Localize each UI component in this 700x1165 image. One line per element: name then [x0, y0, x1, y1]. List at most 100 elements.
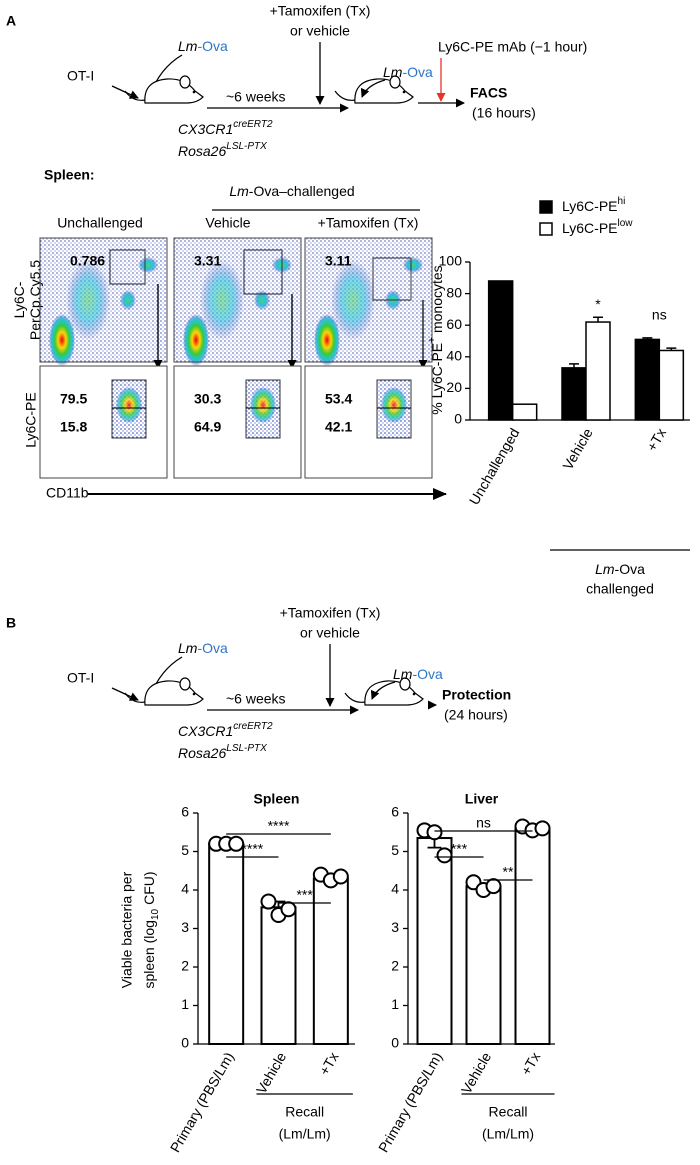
- flow-y-label-part: Ly6C-: [11, 281, 27, 318]
- y-axis-label-part: +: [427, 337, 438, 343]
- gate-value: 15.8: [60, 419, 87, 435]
- significance-label: ns: [652, 307, 667, 323]
- legend-label: Ly6C-PElow: [562, 218, 633, 236]
- population: [66, 260, 110, 340]
- legend-label-part: hi: [618, 196, 626, 207]
- population: [183, 314, 209, 366]
- arrow: [360, 79, 386, 98]
- data-point: [280, 901, 297, 918]
- mouse-ear: [179, 677, 191, 691]
- data-point: [228, 835, 245, 852]
- strain-label: Rosa26LSL-PTX: [178, 141, 267, 159]
- y-axis-label-part: 10: [150, 908, 161, 920]
- y-tick-label: 4: [181, 881, 189, 897]
- gate-value: 64.9: [194, 419, 221, 435]
- x-tick-label: +Tx: [316, 1049, 342, 1078]
- y-tick-label: 6: [391, 804, 399, 820]
- challenge-header-part: -Ova–challenged: [249, 183, 355, 199]
- group-label: challenged: [586, 581, 654, 597]
- treatment-label: +Tamoxifen (Tx): [280, 605, 381, 621]
- population: [200, 260, 244, 340]
- infection-label-part: Lm: [178, 640, 198, 656]
- group-label-part: Lm: [595, 561, 615, 577]
- mouse-ear: [399, 677, 411, 691]
- cell-label: OT-I: [67, 68, 94, 84]
- strain-label-part: CX3CR1: [178, 121, 233, 137]
- gate-value: 30.3: [194, 391, 221, 407]
- y-tick-label: 6: [181, 804, 189, 820]
- y-tick-label: 0: [454, 411, 462, 427]
- challenge-header-part: Lm: [229, 183, 249, 199]
- significance-label: ns: [476, 815, 491, 831]
- challenge-header: Lm-Ova–challenged: [229, 183, 354, 199]
- gate: [243, 249, 283, 295]
- legend-label: Ly6C-PEhi: [562, 196, 625, 214]
- y-axis-label-part: CFU): [141, 871, 157, 904]
- y-axis-label-part: spleen (log: [141, 920, 157, 989]
- gate-value: 0.786: [70, 253, 105, 269]
- strain-label-part: Rosa26: [178, 143, 226, 159]
- treatment-label: +Tamoxifen (Tx): [270, 3, 371, 19]
- readout-time: (24 hours): [444, 707, 508, 723]
- strain-label: CX3CR1creERT2: [178, 721, 273, 739]
- challenge-label-part: Lm: [383, 64, 403, 80]
- mouse-eye: [402, 90, 406, 94]
- strain-label-part: Rosa26: [178, 745, 226, 761]
- mouse-eye: [192, 692, 196, 696]
- readout-label: FACS: [470, 85, 507, 101]
- error-bar: [666, 347, 677, 351]
- significance-label: **: [503, 864, 514, 880]
- bar: [260, 906, 297, 1046]
- population: [138, 257, 158, 273]
- gate-value: 3.11: [325, 253, 352, 269]
- bar: [514, 827, 551, 1046]
- group-label: Lm-Ova: [595, 561, 645, 577]
- error-bar: [593, 316, 603, 323]
- strain-label-part: LSL-PTX: [226, 141, 267, 152]
- bar: [312, 877, 349, 1046]
- population: [116, 387, 142, 423]
- challenge-label: Lm-Ova: [383, 64, 433, 80]
- challenge-label-part: -Ova: [402, 64, 433, 80]
- challenge-label-part: Lm: [393, 666, 413, 682]
- infection-label: Lm-Ova: [178, 640, 228, 656]
- gate-value: 42.1: [325, 419, 352, 435]
- gate-value: 53.4: [325, 391, 352, 407]
- chart-title: Liver: [465, 791, 499, 807]
- strain-label-part: CX3CR1: [178, 723, 233, 739]
- interval-label: ~6 weeks: [226, 691, 286, 707]
- bar: [561, 367, 587, 421]
- y-tick-label: 2: [391, 958, 399, 974]
- readout-label: Protection: [442, 687, 511, 703]
- bar: [634, 338, 661, 421]
- significance-label: ***: [451, 841, 468, 857]
- y-tick-label: 1: [181, 996, 189, 1012]
- y-axis-label: Viable bacteria per: [119, 871, 135, 988]
- readout-time: (16 hours): [472, 105, 536, 121]
- condition-label: Vehicle: [205, 215, 250, 231]
- flow-y-label: PerCp.Cy5.5: [27, 260, 43, 340]
- legend-swatch: [539, 200, 553, 214]
- flow-y-label: Ly6C-: [11, 281, 27, 318]
- population: [314, 314, 340, 366]
- data-point: [436, 847, 453, 864]
- gate: [372, 257, 412, 301]
- mouse-tail: [124, 90, 146, 101]
- chart-title: Spleen: [254, 791, 300, 807]
- y-tick-label: 5: [391, 842, 399, 858]
- significance-label: ****: [268, 818, 290, 834]
- bar: [208, 842, 245, 1045]
- condition-label: Unchallenged: [57, 215, 143, 231]
- legend-label-part: Ly6C-PE: [562, 198, 618, 214]
- infection-label: Lm-Ova: [178, 38, 228, 54]
- y-tick-label: 3: [391, 919, 399, 935]
- y-tick-label: 60: [446, 316, 462, 332]
- group-label: Recall: [285, 1104, 324, 1120]
- x-tick-label: Unchallenged: [466, 425, 523, 507]
- strain-label: Rosa26LSL-PTX: [178, 743, 267, 761]
- data-point: [534, 820, 551, 837]
- tissue-label: Spleen:: [44, 167, 95, 183]
- gate: [109, 249, 146, 285]
- y-axis-label: % Ly6C-PE+ monocytes: [427, 265, 445, 414]
- significance-label: ***: [296, 887, 313, 903]
